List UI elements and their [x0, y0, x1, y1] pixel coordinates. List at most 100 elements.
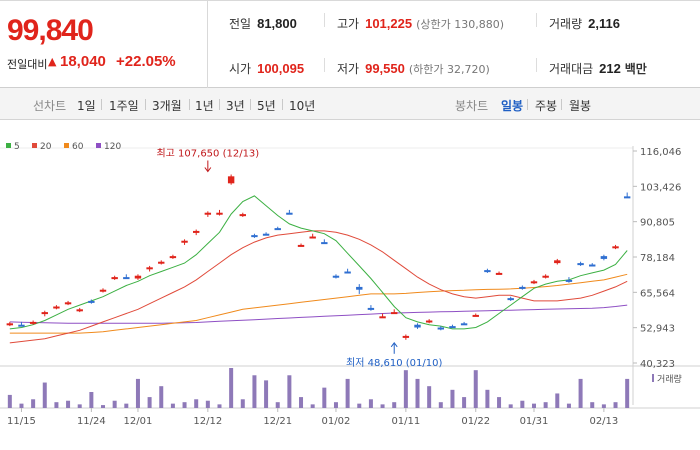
volume-bar [520, 400, 525, 408]
range-3y[interactable]: 3년 [226, 99, 245, 113]
period-monthly[interactable]: 월봉 [569, 99, 592, 113]
candle-body [600, 256, 608, 259]
legend-swatch-5 [6, 143, 11, 148]
candle-body [379, 316, 386, 319]
volume-bar [403, 370, 408, 408]
period-daily[interactable]: 일봉 [501, 99, 524, 113]
volume-bar [415, 378, 420, 408]
volume-bar [147, 397, 152, 408]
volume-bar [240, 399, 245, 408]
volume-bar [170, 403, 175, 408]
volume-bar [601, 404, 606, 408]
candle-body [507, 298, 514, 301]
x-tick-label: 12/12 [193, 416, 222, 427]
volume-bar [613, 402, 618, 408]
volume-bar [194, 399, 199, 408]
range-10y[interactable]: 10년 [289, 99, 316, 113]
candle-body [76, 309, 83, 312]
y-tick-label: 78,184 [640, 253, 675, 264]
period-weekly[interactable]: 주봉 [535, 99, 558, 113]
candle-body [425, 320, 433, 323]
candle-body [99, 289, 107, 292]
line-chart-label: 선차트 [33, 99, 67, 113]
candle-body [274, 228, 281, 231]
min-arrow-head-icon [390, 341, 398, 348]
legend-label-20: 20 [40, 142, 52, 152]
legend-swatch-20 [32, 143, 37, 148]
range-5y[interactable]: 5년 [257, 99, 276, 113]
legend-swatch-120 [96, 143, 101, 148]
amount-info: 거래대금 212 백만 [549, 60, 653, 77]
open-value: 100,095 [257, 61, 305, 76]
candle-body [472, 314, 479, 317]
volume-legend-label: 거래량 [657, 373, 682, 385]
x-tick-label: 11/15 [7, 416, 36, 427]
volume-bar [229, 368, 234, 408]
candle-body [88, 300, 95, 303]
candle-body [123, 277, 130, 280]
volume-bar [555, 393, 560, 408]
legend-label-60: 60 [72, 142, 84, 152]
x-tick-label: 01/02 [322, 416, 351, 427]
volume-bar [299, 397, 304, 408]
candle-body [332, 275, 340, 278]
legend-label-120: 120 [104, 142, 121, 152]
volume-bar [485, 389, 490, 408]
chart-legend: 5 20 60 120 [6, 142, 121, 152]
volume-bar [590, 402, 595, 408]
candle-body [286, 212, 293, 215]
candle-body [41, 312, 48, 315]
candle-body [460, 323, 468, 326]
candle-body [134, 275, 142, 279]
current-price: 99,840 [7, 14, 94, 47]
candle-body [367, 307, 375, 310]
range-1d[interactable]: 1일 [77, 99, 96, 113]
range-3m[interactable]: 3개월 [152, 99, 182, 113]
range-1w[interactable]: 1주일 [109, 99, 139, 113]
volume-bar [124, 403, 129, 408]
range-1y[interactable]: 1년 [195, 99, 214, 113]
volume-bar [264, 380, 269, 408]
y-tick-label: 40,323 [640, 359, 675, 370]
y-tick-label: 90,805 [640, 218, 675, 229]
amount-value: 212 [599, 61, 621, 76]
volume-value: 2,116 [588, 16, 620, 31]
volume-bar [54, 402, 59, 408]
amount-unit: 백만 [624, 62, 647, 76]
prev-close-label: 전일 [229, 17, 252, 31]
volume-bar [497, 397, 502, 408]
candle-body [204, 212, 212, 215]
volume-bar [77, 404, 82, 408]
candle-body [530, 281, 538, 284]
volume-bar [322, 387, 327, 408]
volume-bar [19, 403, 24, 408]
volume-bar [66, 400, 71, 408]
legend-label-5: 5 [14, 142, 20, 152]
low-price: 저가 99,550 (하한가 32,720) [337, 60, 490, 77]
amount-label: 거래대금 [549, 62, 594, 76]
candle-body [181, 240, 188, 243]
candle-body [519, 286, 526, 289]
quote-panel: 99,840 전일대비 ▲ 18,040 +22.05% 전일 81,800 고가… [0, 0, 700, 88]
lower-limit: (하한가 32,720) [408, 63, 490, 76]
volume-bar [380, 404, 385, 408]
volume-bar [531, 403, 536, 408]
candle-body [449, 326, 456, 329]
prev-close: 전일 81,800 [229, 15, 297, 32]
candle-body [321, 242, 328, 245]
candle-body [262, 233, 270, 236]
volume-bar [287, 375, 292, 408]
candle-body [612, 246, 619, 249]
volume-bar [42, 382, 47, 408]
change-label: 전일대비 [7, 58, 48, 71]
price-chart[interactable]: 5 20 60 120 116,046 103,426 90,805 78,184 65,564… [0, 121, 700, 450]
volume-bar [357, 403, 362, 408]
change-percent: +22.05% [116, 53, 176, 70]
candle-body [158, 261, 165, 264]
candle-body [577, 263, 584, 266]
volume-bar [31, 399, 36, 408]
candle-body [542, 275, 549, 278]
volume-legend-swatch [652, 374, 654, 382]
high-value: 101,225 [365, 16, 413, 31]
y-tick-label: 65,564 [640, 288, 675, 299]
